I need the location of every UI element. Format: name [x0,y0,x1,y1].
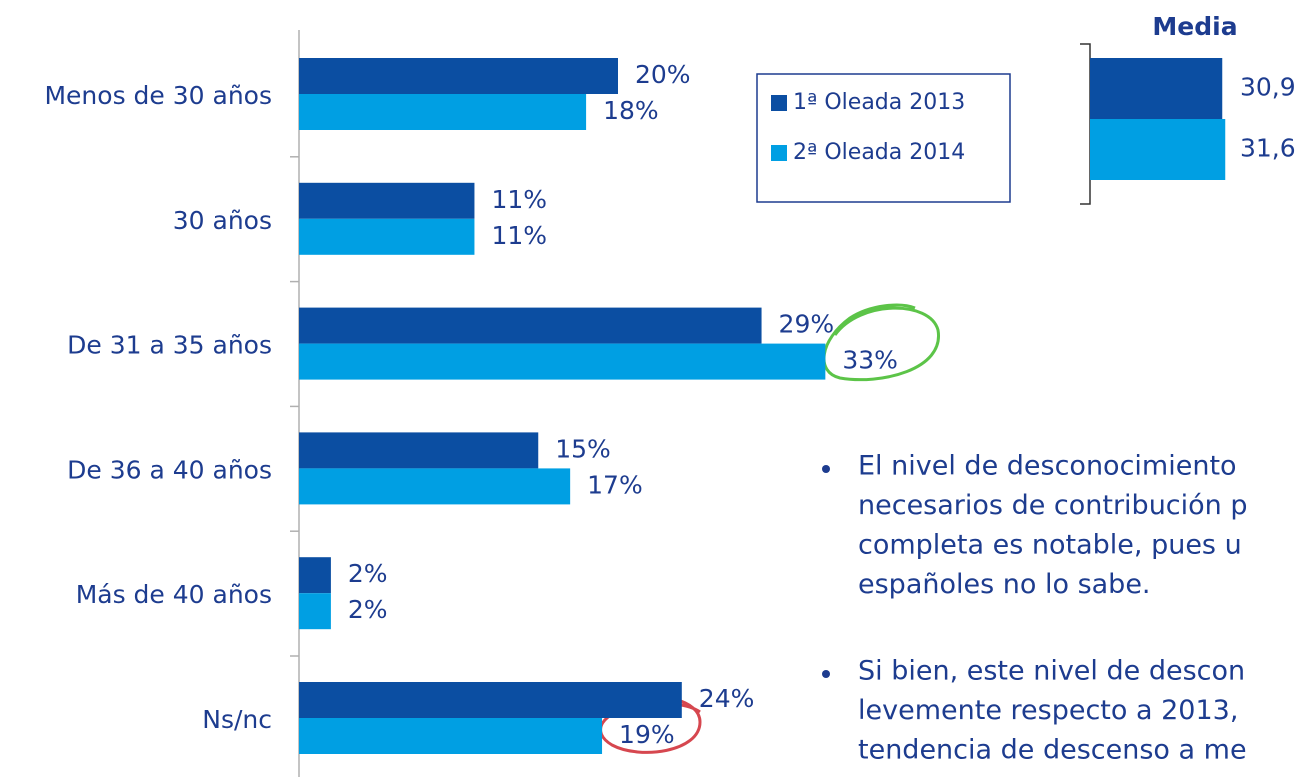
note-line: tendencia de descenso a me [858,735,1247,766]
bar [1090,58,1223,119]
bar [299,307,762,344]
legend-label: 1ª Oleada 2013 [793,90,965,115]
value-label: 19% [619,720,675,749]
media-title: Media [1152,12,1237,41]
value-label: 17% [587,470,643,499]
legend-box [756,73,1011,203]
bar [299,94,587,130]
highlight-circle [822,303,940,382]
category-label: De 36 a 40 años [67,455,272,484]
note-line: necesarios de contribución p [858,490,1248,521]
value-label: 11% [491,185,547,214]
note-line: Si bien, este nivel de descon [858,656,1245,687]
note-line: levemente respecto a 2013, [858,695,1238,726]
note-line: la edad [858,774,958,777]
value-label: 24% [699,684,755,713]
value-label: 2% [348,559,388,588]
legend-label: 2ª Oleada 2014 [793,140,965,165]
bar [299,182,475,219]
bar [299,432,539,469]
value-label: 31,6 [1240,134,1296,163]
category-label: Más de 40 años [76,580,272,609]
legend-swatch [771,95,787,111]
category-label: De 31 a 35 años [67,331,272,360]
category-label: 30 años [173,206,272,235]
bracket [1080,43,1091,205]
bar [299,557,331,594]
value-label: 15% [555,434,611,463]
value-label: 20% [635,60,691,89]
bar [299,682,682,718]
bar [299,468,571,505]
value-label: 29% [779,310,835,339]
bar [1090,119,1226,180]
note-line: El nivel de desconocimiento [858,451,1237,482]
value-label: 11% [491,221,547,250]
bar [299,343,826,380]
bullet [822,670,830,678]
value-label: 18% [603,96,659,125]
bar [299,58,618,94]
legend-swatch [771,145,787,161]
note-line: completa es notable, pues u [858,530,1242,561]
category-label: Ns/nc [202,705,272,734]
value-label: 33% [842,346,898,375]
bar [299,593,331,630]
value-label: 30,9 [1240,73,1296,102]
value-label: 2% [348,595,388,624]
bar [299,218,475,255]
bar [299,718,603,754]
note-line: españoles no lo sabe. [858,569,1151,600]
category-label: Menos de 30 años [44,81,272,110]
bullet [822,465,830,473]
